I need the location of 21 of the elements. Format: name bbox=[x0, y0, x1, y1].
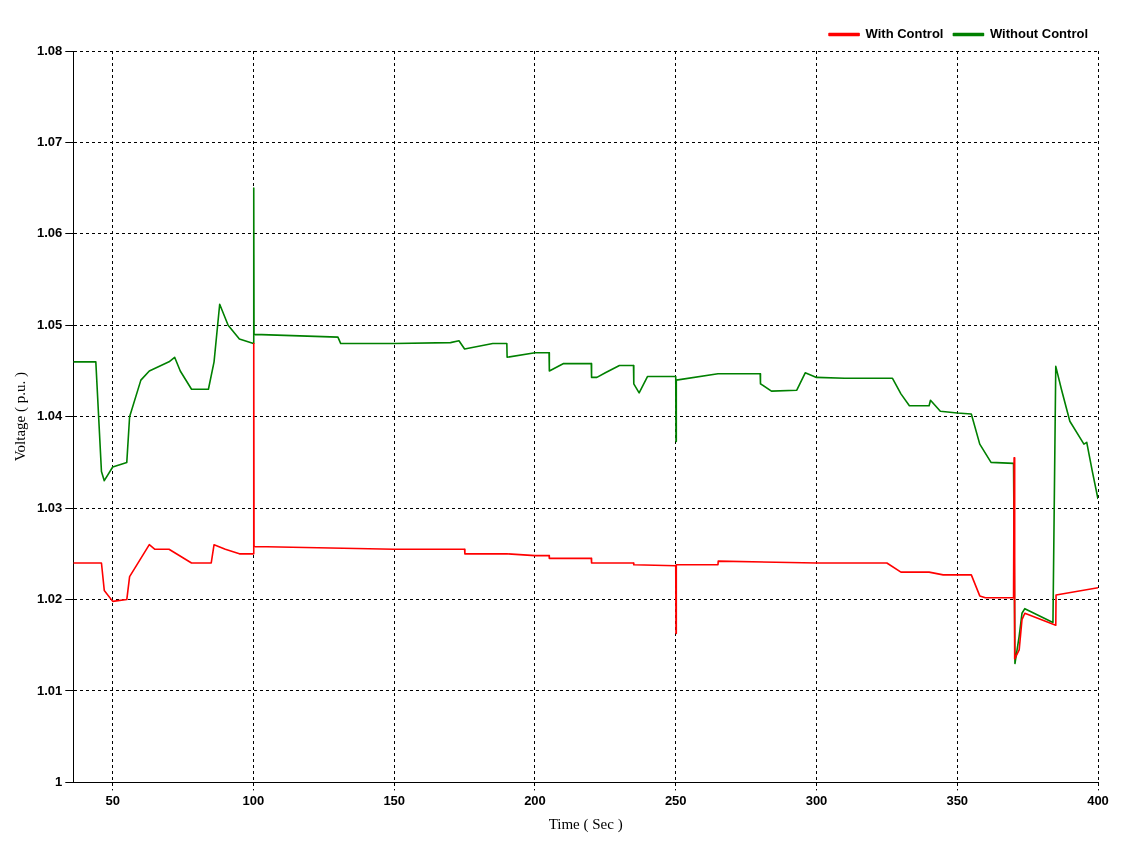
x-tick-label: 150 bbox=[383, 792, 406, 808]
y-axis-title: Voltage ( p.u. ) bbox=[11, 372, 29, 462]
y-tick-label: 1.08 bbox=[36, 42, 63, 58]
x-tick-label: 400 bbox=[1087, 792, 1109, 808]
x-axis-title: Time ( Sec ) bbox=[548, 815, 623, 833]
y-tick-label: 1.05 bbox=[36, 316, 63, 332]
y-tick-label: 1.01 bbox=[36, 682, 63, 698]
y-tick-label: 1 bbox=[55, 773, 63, 789]
y-tick-label: 1.07 bbox=[36, 134, 63, 149]
legend-label: Without Control bbox=[989, 26, 1089, 42]
x-tick-label: 350 bbox=[946, 792, 969, 808]
y-tick-label: 1.03 bbox=[36, 499, 63, 515]
legend-label: With Control bbox=[865, 26, 944, 42]
x-tick-label: 300 bbox=[805, 792, 828, 808]
x-tick-label: 200 bbox=[524, 792, 546, 808]
y-tick-label: 1.06 bbox=[36, 225, 63, 241]
x-tick-label: 50 bbox=[105, 792, 120, 808]
x-tick-label: 100 bbox=[242, 792, 265, 808]
y-tick-label: 1.04 bbox=[36, 408, 64, 424]
y-tick-label: 1.02 bbox=[36, 591, 63, 607]
x-tick-label: 250 bbox=[664, 792, 687, 808]
